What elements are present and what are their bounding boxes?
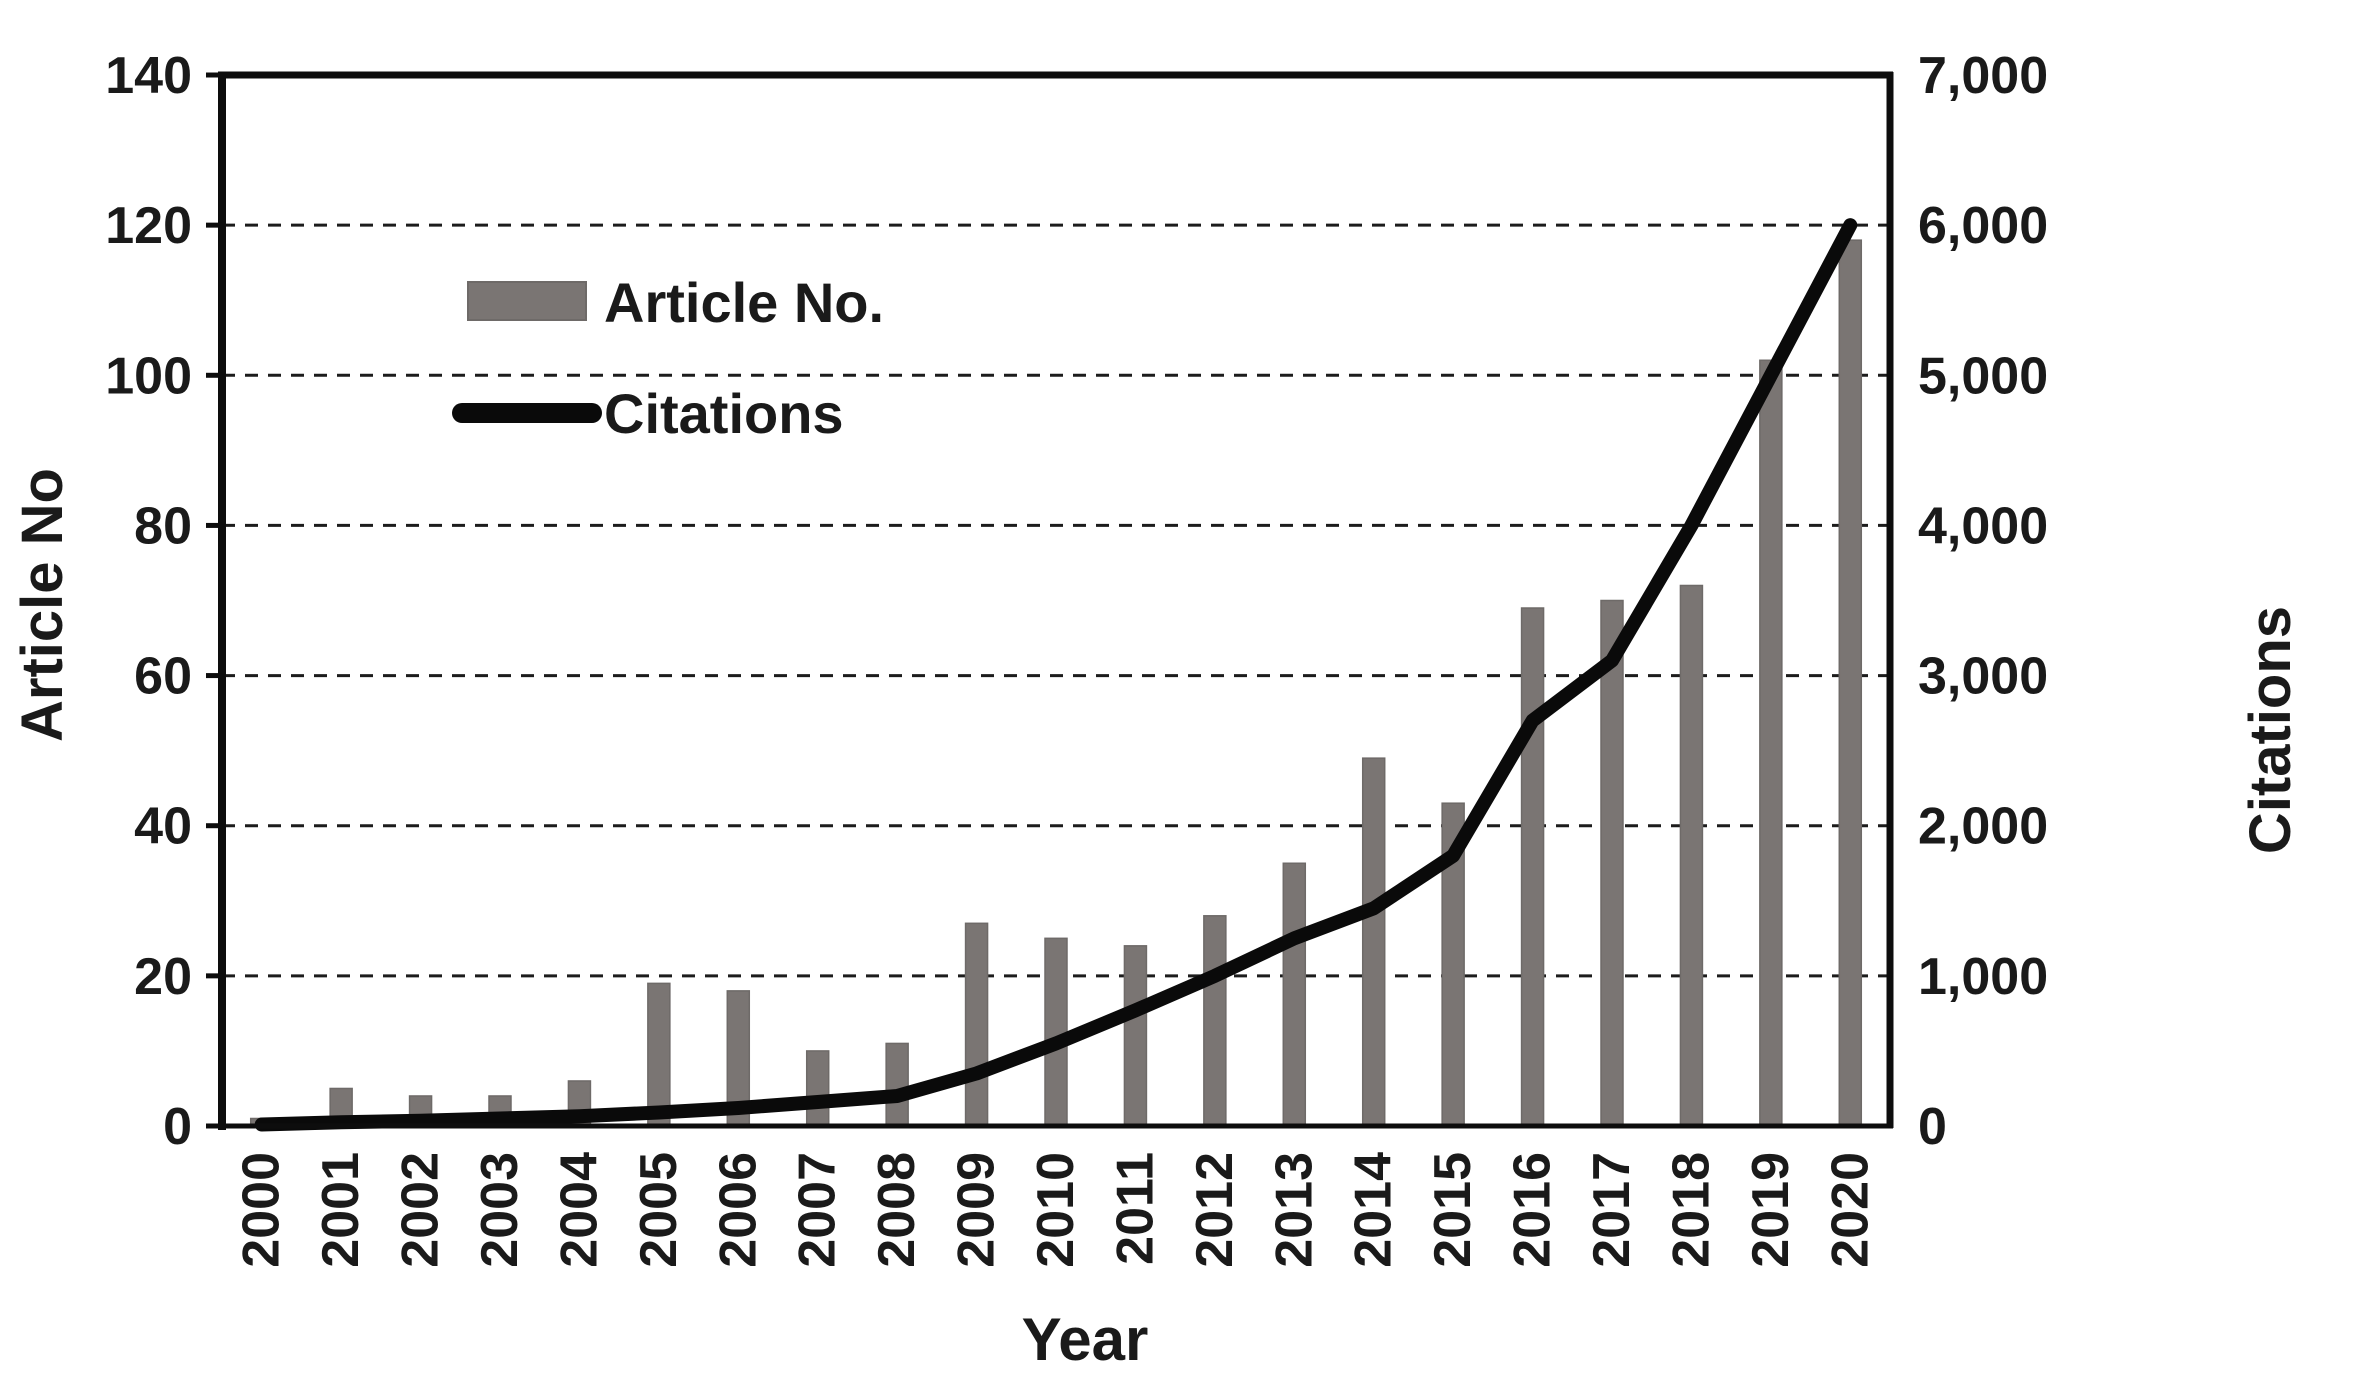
left-tick-label-80: 80 [134, 497, 192, 555]
right-tick-label-5000: 5,000 [1918, 347, 2048, 405]
right-axis-title: Citations [2238, 606, 2303, 854]
right-axis-ticklabels: 7,000 6,000 5,000 4,000 3,000 2,000 1,000 0 [1918, 47, 2048, 1156]
x-tick-label-2011: 2011 [1106, 1152, 1164, 1265]
right-tick-label-6000: 6,000 [1918, 197, 2048, 255]
x-tick-label-2009: 2009 [948, 1152, 1006, 1268]
x-tick-label-2004: 2004 [550, 1152, 608, 1268]
bar-2008 [885, 1042, 909, 1127]
x-tick-label-2018: 2018 [1662, 1152, 1720, 1268]
x-tick-label-2017: 2017 [1583, 1152, 1641, 1268]
x-tick-label-2002: 2002 [392, 1152, 450, 1268]
bar-2005 [647, 982, 671, 1127]
x-tick-label-2012: 2012 [1186, 1152, 1244, 1268]
legend-bar-label: Article No. [604, 271, 884, 334]
bar-2010 [1044, 937, 1068, 1127]
bar-2020 [1838, 239, 1863, 1127]
x-tick-label-2014: 2014 [1345, 1152, 1403, 1268]
bar-series-group [249, 239, 1863, 1127]
x-tick-label-2006: 2006 [709, 1152, 767, 1268]
legend-bar-swatch [467, 281, 587, 321]
x-tick-label-2010: 2010 [1027, 1152, 1085, 1268]
bar-2012 [1203, 915, 1227, 1127]
right-tick-label-0: 0 [1918, 1098, 1947, 1156]
x-tick-label-2020: 2020 [1821, 1152, 1879, 1268]
left-tick-label-40: 40 [134, 798, 192, 856]
bar-2014 [1361, 757, 1386, 1127]
bar-2009 [964, 922, 989, 1127]
left-axis-title: Article No [10, 468, 75, 742]
x-tick-label-2016: 2016 [1504, 1152, 1562, 1268]
left-tick-label-0: 0 [163, 1098, 192, 1156]
left-axis-ticklabels: 140 120 100 80 60 40 20 0 [105, 47, 192, 1156]
x-tick-label-2015: 2015 [1424, 1152, 1482, 1268]
x-tick-label-2013: 2013 [1265, 1152, 1323, 1268]
bar-2007 [805, 1050, 830, 1127]
bar-2018 [1679, 584, 1704, 1127]
left-tick-label-60: 60 [134, 648, 192, 706]
x-axis-ticklabels: 2000 2001 2002 2003 2004 2005 2006 2007 2008 2009… [233, 1152, 1880, 1268]
x-tick-label-2019: 2019 [1742, 1152, 1800, 1268]
left-tick-label-20: 20 [134, 948, 192, 1006]
x-tick-label-2007: 2007 [789, 1152, 847, 1268]
legend: Article No. Citations [452, 271, 884, 445]
bar-2016 [1520, 607, 1545, 1127]
x-axis-title: Year [1022, 1306, 1149, 1373]
bar-2019 [1759, 359, 1783, 1127]
right-tick-label-4000: 4,000 [1918, 497, 2048, 555]
citations-line [254, 218, 1858, 1132]
right-tick-label-1000: 1,000 [1918, 948, 2048, 1006]
right-tick-label-2000: 2,000 [1918, 798, 2048, 856]
left-tick-label-120: 120 [105, 197, 192, 255]
bar-2011 [1123, 945, 1148, 1127]
right-tick-label-7000: 7,000 [1918, 47, 2048, 105]
left-tick-label-100: 100 [105, 347, 192, 405]
x-tick-label-2003: 2003 [471, 1152, 529, 1268]
line-series-group [254, 218, 1858, 1132]
x-tick-label-2008: 2008 [868, 1152, 926, 1268]
x-tick-label-2001: 2001 [312, 1152, 370, 1268]
x-tick-label-2005: 2005 [630, 1152, 688, 1268]
left-tick-label-140: 140 [105, 47, 192, 105]
right-tick-label-3000: 3,000 [1918, 648, 2048, 706]
bar-2013 [1282, 862, 1307, 1127]
x-tick-label-2000: 2000 [233, 1152, 291, 1268]
plot-frame-group [206, 71, 1894, 1130]
bar-2017 [1600, 599, 1624, 1127]
legend-line-label: Citations [604, 382, 844, 445]
